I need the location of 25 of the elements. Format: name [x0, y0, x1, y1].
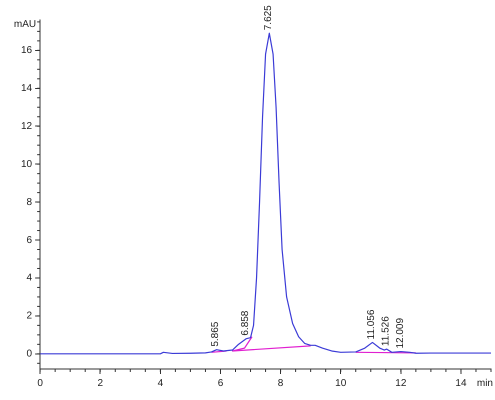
y-tick-label: 12	[21, 120, 33, 132]
y-tick-label: 16	[21, 45, 33, 56]
y-tick-label: 8	[26, 196, 33, 208]
x-tick-label: 12	[395, 378, 407, 389]
y-tick-label: 14	[21, 83, 33, 94]
x-tick-label: 4	[158, 378, 164, 389]
annotation: 7.625	[263, 4, 274, 30]
y-tick-label: 6	[26, 234, 33, 246]
annotation: 5.865	[210, 321, 222, 347]
y-axis-title: mAU	[14, 18, 36, 30]
y-tick-label: 0	[26, 348, 33, 360]
x-tick-label: 14	[455, 378, 467, 389]
annotation: 12.009	[394, 318, 406, 349]
annotation: 6.858	[240, 310, 252, 336]
y-tick-label: 2	[26, 310, 33, 322]
x-tick-label: 6	[218, 378, 224, 389]
y-tick-label: 10	[21, 158, 33, 170]
x-tick-label: 0	[37, 378, 44, 389]
annotation: 11.526	[380, 316, 392, 346]
y-tick-label: 4	[26, 272, 33, 284]
x-tick-label: 10	[335, 378, 347, 389]
x-tick-label: 2	[97, 378, 104, 389]
x-tick-label: 8	[278, 378, 284, 389]
x-axis-title: min	[476, 378, 493, 389]
annotation: 11.056	[366, 309, 378, 340]
